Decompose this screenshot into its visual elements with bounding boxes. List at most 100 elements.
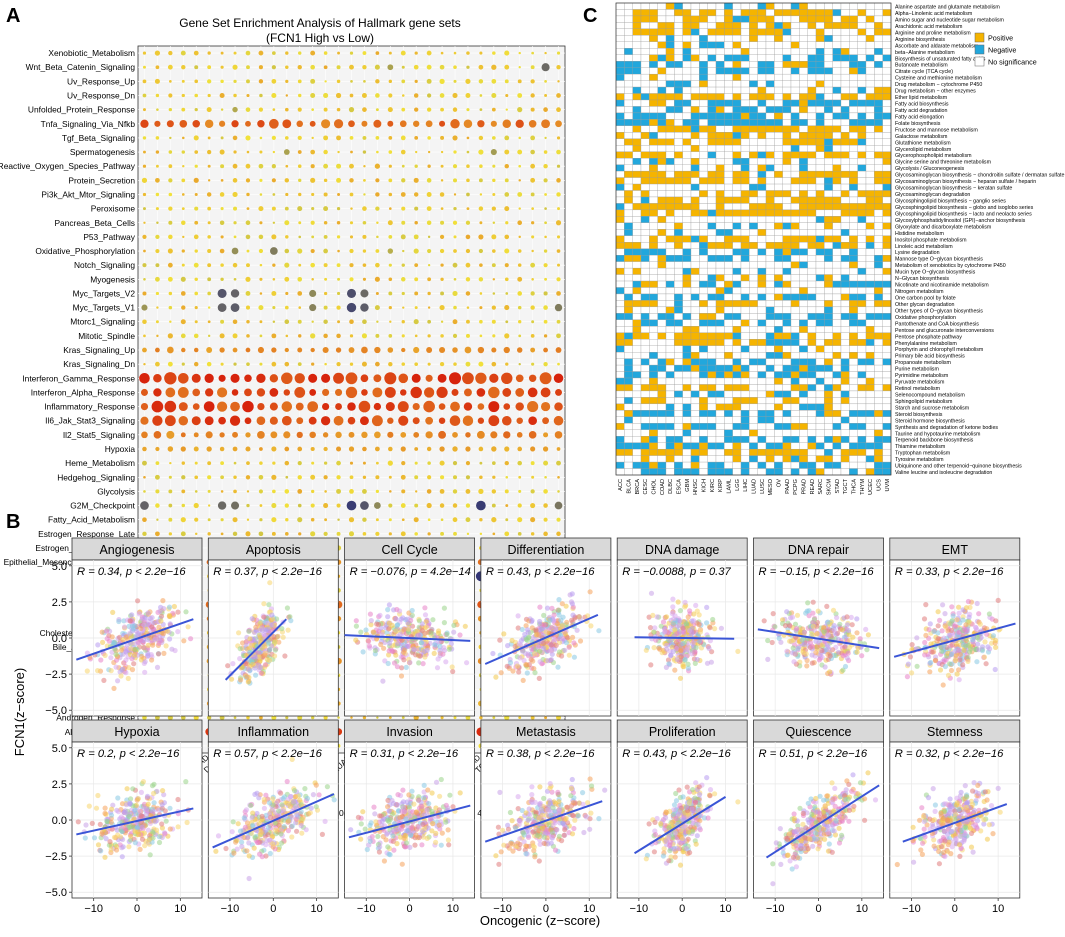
panel-c-cell [808,275,816,281]
panel-c-cell [624,397,632,403]
facet-point [257,621,262,626]
panel-a-dot [207,79,211,83]
panel-c-cell [758,216,766,222]
panel-a-dot [324,263,328,267]
panel-c-cell [783,255,791,261]
panel-c-cell [616,391,624,397]
panel-c-cell [841,255,849,261]
panel-a-dot [492,320,496,324]
panel-a-dot [479,263,483,267]
panel-c-row-label: Steroid biosynthesis [895,412,943,418]
panel-c-cell [633,249,641,255]
panel-c-cell [791,223,799,229]
panel-c-cell [649,119,657,125]
panel-c-cell [841,287,849,293]
panel-c-cell [866,397,874,403]
panel-c-cell [874,430,882,436]
panel-c-cell [674,462,682,468]
panel-c-cell [741,139,749,145]
panel-c-cell [749,145,757,151]
panel-a-dot [389,80,392,83]
panel-c-cell [874,229,882,235]
panel-a-dot [154,121,160,127]
panel-c-legend-swatch [975,45,984,54]
panel-c-cell [766,216,774,222]
panel-c-cell [858,210,866,216]
panel-c-cell [658,106,666,112]
panel-c-cell [816,410,824,416]
panel-c-cell [774,281,782,287]
panel-c-cell [874,346,882,352]
panel-a-row-label: Xenobiotic_Metabolism [48,48,135,58]
panel-a-dot [401,221,405,225]
panel-c-cell [816,210,824,216]
panel-c-cell [741,449,749,455]
panel-c-cell [649,300,657,306]
panel-a-dot [155,447,159,451]
panel-a-dot [247,207,250,210]
panel-c-cell [724,22,732,28]
facet-point [141,623,146,628]
panel-c-cell [641,365,649,371]
panel-c-cell [799,9,807,15]
panel-a-dot [324,490,327,493]
panel-c-cell [816,74,824,80]
panel-c-row-label: Pyruvate metabolism [895,380,945,386]
panel-c-cell [799,372,807,378]
panel-c-cell [733,197,741,203]
panel-c-cell [716,87,724,93]
panel-a-dot [412,374,421,383]
panel-c-cell [808,152,816,158]
panel-c-cell [658,29,666,35]
panel-c-cell [708,281,716,287]
panel-c-cell [874,313,882,319]
panel-c-cell [641,9,649,15]
panel-c-row-label: Primary bile acid biosynthesis [895,354,965,360]
panel-c-cell [783,203,791,209]
panel-c-cell [633,216,641,222]
panel-a-dot [428,264,430,266]
panel-c-cell [649,191,657,197]
panel-c-cell [849,139,857,145]
panel-c-cell [666,365,674,371]
panel-a-dot [504,249,509,254]
panel-c-cell [716,223,724,229]
panel-c-cell [816,184,824,190]
panel-c-cell [858,469,866,475]
panel-c-cell [741,346,749,352]
panel-c-cell [658,359,666,365]
panel-c-cell [616,397,624,403]
panel-c-cell [741,352,749,358]
panel-c-cell [874,29,882,35]
panel-a-row-label: Notch_Signaling [74,260,135,270]
panel-c-cell [708,197,716,203]
panel-c-cell [674,397,682,403]
panel-c-cell [824,223,832,229]
panel-a-dot [517,277,522,282]
panel-a-dot [414,447,418,451]
panel-c-cell [741,287,749,293]
panel-a-dot [155,348,160,353]
panel-a-dot [194,51,199,56]
panel-a-dot [478,362,483,367]
panel-c-cell [624,68,632,74]
panel-c-cell [833,106,841,112]
panel-c-cell [774,359,782,365]
panel-c-cell [749,158,757,164]
panel-a-dot [221,66,224,69]
panel-c-cell [624,313,632,319]
panel-c-cell [766,443,774,449]
panel-c-cell [791,87,799,93]
panel-a-dot [260,320,263,323]
panel-c-cell [783,178,791,184]
panel-c-cell [691,42,699,48]
panel-c-cell [824,236,832,242]
panel-a-dot [349,517,354,522]
panel-a-dot [232,432,238,438]
panel-c-cell [699,359,707,365]
panel-a-dot [387,64,393,70]
panel-a-dot [414,65,419,70]
panel-c-cell [791,372,799,378]
panel-a-dot [361,389,368,396]
